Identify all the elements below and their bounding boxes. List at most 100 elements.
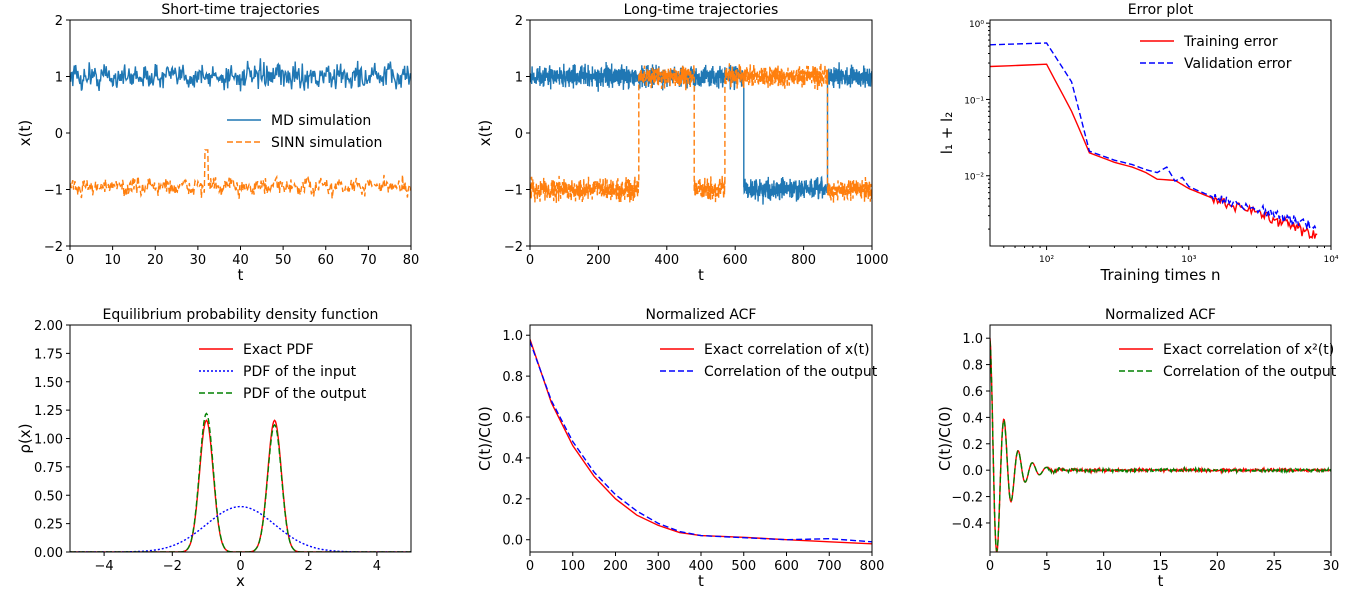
y-tick-label: 1: [515, 71, 523, 86]
series-line-0: [530, 61, 872, 205]
x-tick-label: 0: [986, 559, 994, 574]
x-tick-label: 4: [373, 559, 381, 574]
y-axis-label: x(t): [16, 120, 34, 146]
x-tick-label: 0: [526, 253, 534, 268]
x-tick-label: 30: [190, 253, 207, 268]
y-tick-label: 0.0: [962, 464, 983, 479]
y-tick-label: 0: [515, 127, 523, 142]
y-axis-label: x(t): [476, 120, 494, 146]
chart-title: Normalized ACF: [1105, 307, 1216, 323]
y-tick-label: 0.75: [34, 461, 63, 476]
legend-label: Correlation of the output: [704, 364, 878, 380]
y-tick-label: 1.00: [34, 433, 63, 448]
panel-p4: Equilibrium probability density function…: [16, 307, 412, 590]
x-tick-label: 10: [104, 253, 121, 268]
y-axis-label: C(t)/C(0): [476, 406, 494, 471]
x-tick-label: 30: [1323, 559, 1340, 574]
x-tick-label: 600: [723, 253, 748, 268]
series-line-0: [70, 58, 411, 92]
x-tick-label: 10⁴: [1323, 255, 1338, 265]
x-tick-label: 10²: [1039, 255, 1054, 265]
y-tick-label: 1.0: [502, 329, 523, 344]
x-tick-label: 200: [603, 559, 628, 574]
x-tick-label: 600: [774, 559, 799, 574]
x-tick-label: 500: [731, 559, 756, 574]
y-tick-label: 1.50: [34, 376, 63, 391]
chart-title: Equilibrium probability density function: [103, 307, 379, 323]
x-tick-label: 400: [689, 559, 714, 574]
y-tick-label: 0.8: [502, 370, 523, 385]
y-tick-label: −1: [504, 184, 523, 199]
series-group: [70, 412, 411, 552]
y-tick-label: −2: [504, 240, 523, 255]
legend-label: PDF of the output: [243, 386, 367, 402]
y-tick-label: 0.4: [502, 452, 523, 467]
x-tick-label: 80: [403, 253, 420, 268]
x-axis-label: t: [238, 266, 244, 284]
y-tick-label: 0.6: [962, 385, 983, 400]
series-line-0: [530, 339, 872, 545]
axes-frame: [989, 324, 1332, 553]
y-axis-label: ρ(x): [16, 423, 34, 453]
x-tick-label: 70: [360, 253, 377, 268]
y-tick-label: 0.8: [962, 359, 983, 374]
series-group: [530, 61, 872, 205]
x-tick-label: 2: [305, 559, 313, 574]
series-line-1: [530, 341, 872, 543]
y-tick-label: 2.00: [34, 319, 63, 334]
series-line-1: [70, 149, 411, 199]
legend-label: Exact correlation of x(t): [704, 342, 870, 358]
x-tick-label: 0: [66, 253, 74, 268]
x-tick-label: 100: [560, 559, 585, 574]
legend-label: Correlation of the output: [1163, 364, 1337, 380]
y-tick-label: 0: [55, 127, 63, 142]
x-tick-label: −4: [95, 559, 114, 574]
x-tick-label: 60: [317, 253, 334, 268]
y-axis-label: C(t)/C(0): [936, 406, 954, 471]
series-line-0: [990, 63, 1318, 240]
x-tick-label: 10³: [1181, 255, 1196, 265]
axes-frame: [529, 19, 873, 247]
chart-title: Error plot: [1128, 2, 1194, 18]
legend-label: PDF of the input: [243, 364, 357, 380]
y-tick-label: 0.2: [502, 493, 523, 508]
y-tick-label: −0.4: [951, 517, 983, 532]
series-line-1: [530, 62, 872, 203]
series-group: [990, 42, 1318, 240]
legend-label: Exact PDF: [243, 342, 314, 358]
y-tick-label: 10⁻¹: [964, 96, 984, 106]
y-tick-label: 1: [55, 71, 63, 86]
x-tick-label: 400: [654, 253, 679, 268]
y-tick-label: 1.25: [34, 404, 63, 419]
panel-p2: Long-time trajectories 0 200 400 600 800 1000 −…: [476, 2, 889, 284]
legend-label: MD simulation: [271, 113, 371, 129]
y-tick-label: 0.25: [34, 518, 63, 533]
x-axis-label: x: [236, 572, 245, 590]
x-tick-label: 10: [1095, 559, 1112, 574]
x-tick-label: 50: [275, 253, 292, 268]
x-tick-label: 700: [817, 559, 842, 574]
series-group: [990, 338, 1331, 552]
y-tick-label: 1.0: [962, 332, 983, 347]
x-axis-label: t: [1158, 572, 1164, 590]
x-tick-label: 0: [236, 559, 244, 574]
x-tick-label: −2: [163, 559, 182, 574]
y-tick-label: 0.4: [962, 411, 983, 426]
y-tick-label: 0.50: [34, 489, 63, 504]
series-line-0: [70, 419, 411, 552]
x-tick-label: 800: [791, 253, 816, 268]
y-tick-label: 2: [515, 14, 523, 29]
y-tick-label: 0.6: [502, 411, 523, 426]
legend-label: Training error: [1183, 34, 1278, 50]
x-axis-label: t: [698, 572, 704, 590]
panel-p6: Normalized ACF 0 5 10 15 20 25 30 −0.4 −0.2 0.0 0.2…: [936, 307, 1339, 590]
y-tick-label: 0.2: [962, 438, 983, 453]
axes-frame: [69, 19, 412, 247]
legend-label: Validation error: [1184, 56, 1292, 72]
x-tick-label: 800: [860, 559, 885, 574]
x-tick-label: 200: [586, 253, 611, 268]
panel-p5: Normalized ACF 0 100 200 300 400 500 600 700 800 0…: [476, 307, 884, 590]
legend-label: Exact correlation of x²(t): [1163, 342, 1334, 358]
x-tick-label: 40: [232, 253, 249, 268]
